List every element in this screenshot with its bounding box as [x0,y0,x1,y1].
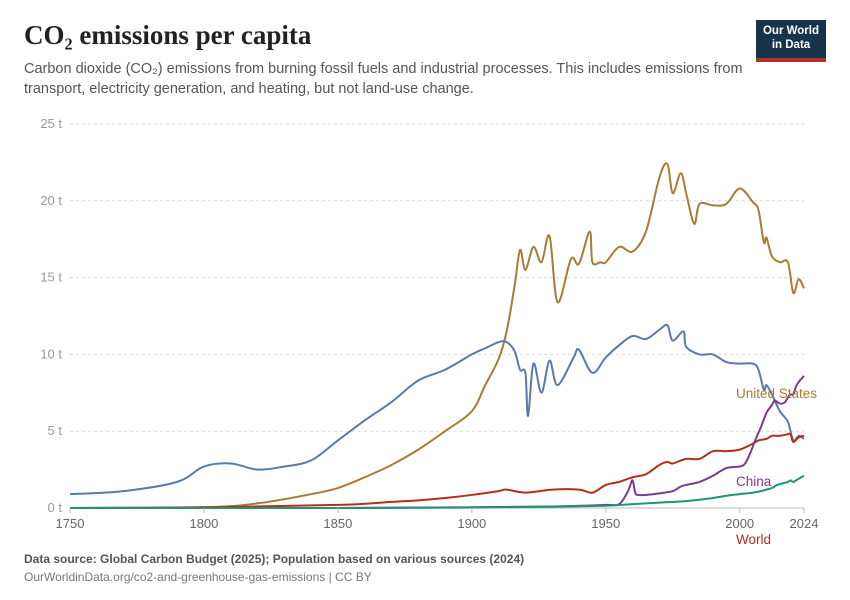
logo-line1: Our World [763,25,819,39]
series-line-china[interactable] [70,375,804,507]
x-tick-label-2000: 2000 [725,516,754,531]
series-label-world[interactable]: World [736,532,771,544]
series-label-united-states[interactable]: United States [736,386,817,401]
series-line-united-states[interactable] [70,163,804,508]
series-line-united-kingdom[interactable] [70,324,804,493]
y-tick-label-10 t: 10 t [40,346,62,361]
url-line: OurWorldinData.org/co2-and-greenhouse-ga… [24,568,826,587]
data-source-line: Data source: Global Carbon Budget (2025)… [24,550,826,569]
y-tick-label-5 t: 5 t [48,423,63,438]
series-line-world[interactable] [70,433,804,507]
series-label-china[interactable]: China [736,474,772,489]
x-tick-label-1800: 1800 [189,516,218,531]
co2-line-chart[interactable]: 0 t5 t10 t15 t20 t25 t 1750 1800 1850 1900 1… [24,114,824,544]
y-tick-label-0 t: 0 t [48,500,63,515]
owid-logo[interactable]: Our World in Data [756,20,826,62]
x-tick-label-1750: 1750 [56,516,85,531]
x-tick-label-1900: 1900 [457,516,486,531]
x-tick-label-2024: 2024 [790,516,819,531]
logo-line2: in Data [772,39,810,53]
chart-page: CO₂ emissions per capita Carbon dioxide … [0,0,850,600]
x-tick-label-1950: 1950 [591,516,620,531]
x-tick-label-1850: 1850 [323,516,352,531]
series-group[interactable] [70,163,804,508]
chart-subtitle: Carbon dioxide (CO₂) emissions from burn… [24,59,756,100]
axis-labels-group: 1750 1800 1850 1900 1950 2000 2024 [56,508,819,531]
gridlines-group: 0 t 5 t 10 t 15 t 20 t 25 t [40,116,804,515]
title-block: CO₂ emissions per capita Carbon dioxide … [24,20,756,100]
footer: Data source: Global Carbon Budget (2025)… [24,550,826,587]
chart-title: CO₂ emissions per capita [24,20,756,51]
y-tick-label-15 t: 15 t [40,269,62,284]
header-row: CO₂ emissions per capita Carbon dioxide … [24,20,826,100]
y-tick-label-20 t: 20 t [40,192,62,207]
y-tick-label-25 t: 25 t [40,116,62,131]
